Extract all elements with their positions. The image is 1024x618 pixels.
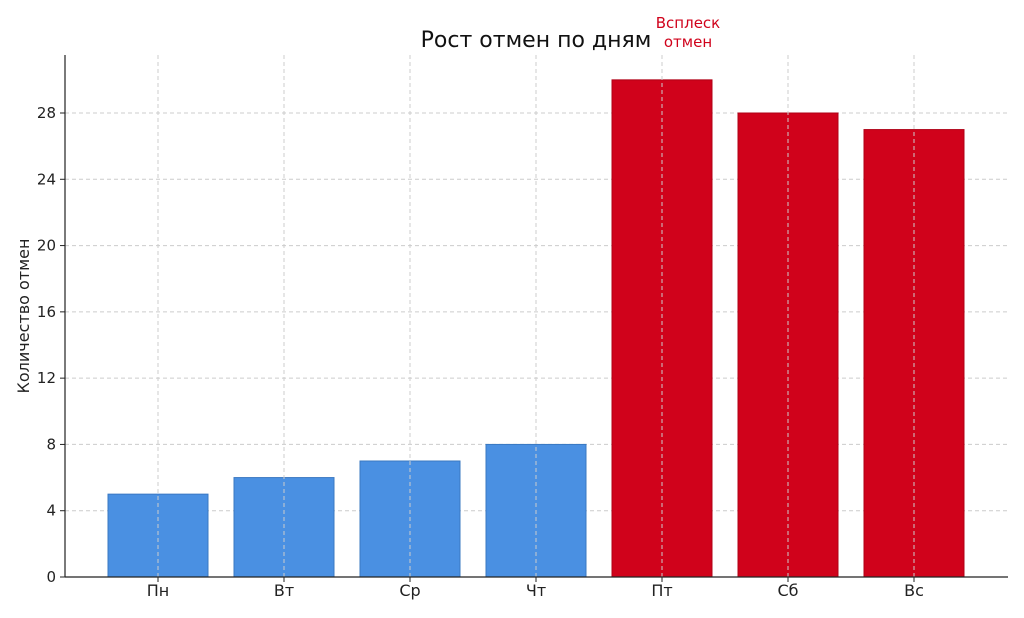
x-ticks: Пн Вт Ср Чт Пт Сб Вс [147, 577, 924, 600]
y-tick-label: 20 [37, 237, 56, 255]
x-tick-label: Пн [147, 581, 170, 600]
y-ticks: 0 4 8 12 16 20 24 28 [37, 104, 65, 586]
y-tick-label: 24 [37, 170, 56, 188]
x-tick-label: Пт [651, 581, 672, 600]
x-tick-label: Сб [777, 581, 798, 600]
x-tick-label: Ср [399, 581, 420, 600]
y-axis-label: Количество отмен [14, 239, 33, 394]
y-tick-label: 4 [46, 502, 56, 520]
x-tick-label: Чт [526, 581, 546, 600]
y-tick-label: 12 [37, 369, 56, 387]
x-tick-label: Вс [904, 581, 924, 600]
chart-title: Рост отмен по дням [421, 28, 652, 53]
y-tick-label: 16 [37, 303, 56, 321]
x-tick-label: Вт [274, 581, 294, 600]
annotation-line-2: отмен [664, 33, 712, 51]
y-tick-label: 28 [37, 104, 56, 122]
y-tick-label: 8 [46, 435, 56, 453]
y-tick-label: 0 [46, 568, 56, 586]
annotation-line-1: Всплеск [656, 14, 720, 32]
